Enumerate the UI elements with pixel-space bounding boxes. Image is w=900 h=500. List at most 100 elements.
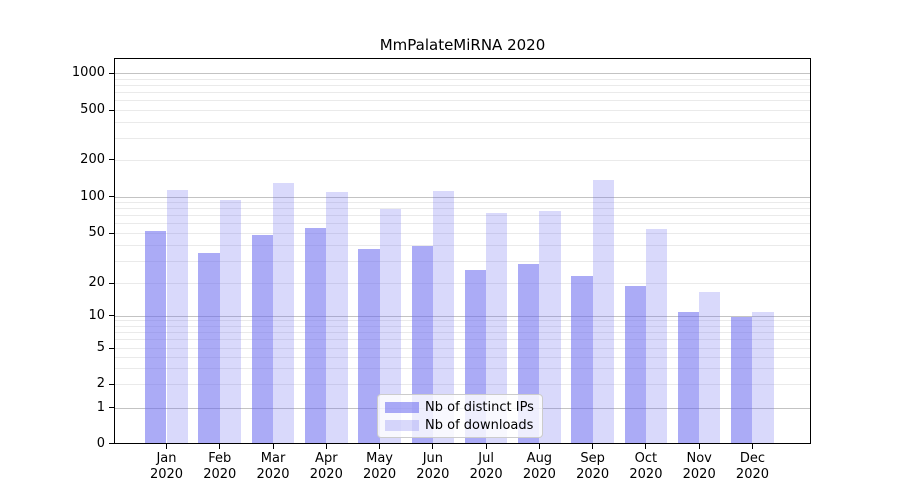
legend-label-downloads: Nb of downloads [425,417,534,433]
bar-ips-feb [198,253,220,443]
x-tick-year: 2020 [735,467,770,482]
x-tick-month: Oct [634,451,658,466]
x-tick-year: 2020 [203,467,237,482]
minor-gridline [115,159,810,161]
y-tick-mark [109,72,114,74]
x-tick-month: Feb [208,451,232,466]
bar-downloads-jun [432,191,455,443]
y-tick-mark [109,196,114,197]
minor-gridline [115,325,810,327]
y-tick-label: 2 [96,376,105,391]
legend-row: Nb of distinct IPs [385,400,535,415]
minor-gridline [115,137,810,139]
bar-downloads-mar [273,183,295,443]
major-gridline [115,73,810,74]
bar-downloads-sep [592,179,614,443]
y-tick-label: 10 [88,307,105,323]
bar-ips-may [358,248,380,443]
minor-gridline [115,384,810,385]
legend: Nb of distinct IPs Nb of downloads [377,394,543,438]
x-tick-year: 2020 [363,467,397,482]
minor-gridline [115,260,810,262]
x-tick-label-aug: Aug 2020 [512,451,566,483]
minor-gridline [115,283,810,284]
x-tick-year: 2020 [629,467,663,482]
y-tick-label: 200 [80,151,105,167]
y-tick-mark [109,282,114,284]
x-tick-label-jan: Jan 2020 [140,451,194,483]
minor-gridline [115,356,810,358]
x-tick-month: Jun [422,451,443,466]
y-tick-label: 100 [80,188,105,204]
y-tick-mark [109,347,114,349]
x-tick-month: Mar [260,451,286,466]
bar-downloads-dec [752,312,774,443]
bar-downloads-aug [539,210,561,443]
bar-downloads-feb [219,200,242,443]
minor-gridline [115,233,810,234]
x-tick-mark [485,444,487,449]
bar-ips-jun [411,246,433,443]
bar-downloads-apr [326,191,348,443]
legend-row: Nb of downloads [385,418,535,433]
bar-ips-jan [145,230,167,443]
bar-ips-sep [571,276,593,443]
minor-gridline [115,84,810,86]
x-tick-label-feb: Feb 2020 [193,451,247,483]
minor-gridline [115,100,810,102]
y-tick-label: 20 [88,275,105,290]
minor-gridline [115,320,810,322]
minor-gridline [115,78,810,80]
y-tick-mark [109,383,114,385]
x-tick-label-may: May 2020 [353,451,407,483]
x-tick-label-jun: Jun 2020 [406,451,460,483]
x-tick-label-apr: Apr 2020 [299,451,353,483]
y-tick-mark [109,315,114,316]
x-tick-mark [698,444,700,449]
x-tick-label-sep: Sep 2020 [566,451,620,483]
x-tick-label-dec: Dec 2020 [725,451,779,483]
x-tick-mark [272,444,274,449]
x-tick-month: Dec [739,451,766,466]
x-tick-mark [751,444,753,449]
bar-ips-dec [731,316,753,443]
bar-downloads-oct [645,228,668,443]
minor-gridline [115,348,810,349]
x-tick-year: 2020 [522,467,556,482]
y-tick-label: 500 [80,102,105,117]
x-tick-label-nov: Nov 2020 [672,451,726,483]
x-tick-mark [219,444,221,449]
minor-gridline [115,215,810,217]
x-tick-mark [325,444,327,449]
bar-ips-oct [624,286,646,443]
bar-downloads-nov [699,291,721,443]
plot-area [114,58,811,444]
legend-swatch-downloads [385,419,419,431]
minor-gridline [115,208,810,210]
x-tick-mark [166,444,167,449]
y-tick-label: 0 [96,435,105,451]
legend-swatch-distinct-ips [385,401,419,413]
x-tick-month: Jul [478,451,494,466]
x-tick-month: Nov [686,451,712,466]
bar-ips-apr [305,228,327,443]
x-tick-month: May [366,451,394,466]
x-tick-month: Apr [315,451,338,466]
x-tick-mark [538,444,540,449]
minor-gridline [115,92,810,94]
x-tick-mark [645,444,647,449]
x-tick-month: Aug [526,451,553,466]
bar-ips-mar [251,235,274,443]
y-tick-label: 1 [96,399,105,415]
x-tick-label-mar: Mar 2020 [246,451,300,483]
x-tick-year: 2020 [149,467,184,482]
y-tick-mark [109,232,114,234]
minor-gridline [115,332,810,334]
y-tick-mark [109,407,114,408]
minor-gridline [115,122,810,124]
x-tick-mark [432,444,434,449]
x-tick-year: 2020 [416,467,450,482]
minor-gridline [115,368,810,370]
minor-gridline [115,223,810,225]
